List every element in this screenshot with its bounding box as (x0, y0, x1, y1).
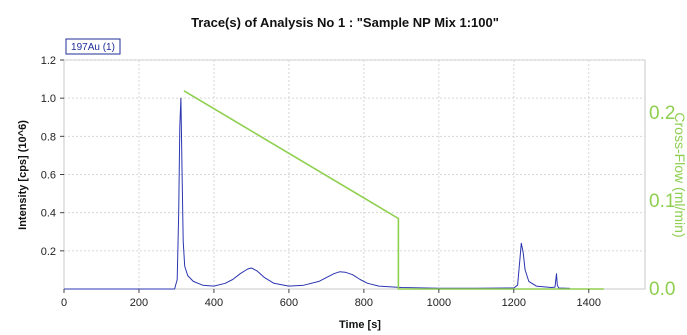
axis-ticks: 0 200 400 600 800 1000 1200 1400 0.2 0.4 0.6 0.8 1.0… (41, 55, 676, 309)
y2-tick-label: 0.0 (649, 279, 675, 300)
legend-label-197au: 197Au (1) (71, 42, 115, 53)
y-tick-label: 0.4 (41, 208, 56, 220)
data-marks (64, 90, 604, 290)
y-axis-title: Intensity [cps] (10^6) (17, 120, 29, 230)
y-tick-label: 0.2 (41, 246, 56, 258)
x-tick-label: 400 (205, 297, 223, 309)
chart-title: Trace(s) of Analysis No 1 : "Sample NP M… (191, 15, 499, 30)
legend-box[interactable] (65, 38, 121, 55)
y-tick-label: 0.8 (41, 131, 56, 143)
series-line-197au (64, 97, 571, 290)
x-tick-label: 1400 (577, 297, 601, 309)
y-tick-label: 0.6 (41, 170, 56, 182)
x-tick-label: 0 (61, 297, 67, 309)
legend[interactable]: 197Au (1) (65, 38, 121, 55)
x-tick-label: 800 (355, 297, 373, 309)
y-tick-label: 1.2 (41, 55, 56, 67)
x-tick-label: 600 (280, 297, 298, 309)
y-tick-label: 1.0 (41, 93, 56, 105)
grid (64, 59, 645, 289)
y2-tick-label: 0.2 (649, 103, 675, 124)
series-line-cross-flow (183, 90, 604, 290)
y2-axis-title: Cross-Flow (ml/min) (672, 112, 687, 237)
x-tick-label: 1200 (502, 297, 526, 309)
y2-tick-label: 0.1 (649, 191, 675, 212)
x-axis-title: Time [s] (339, 319, 381, 331)
x-tick-label: 200 (130, 297, 148, 309)
x-tick-label: 1000 (427, 297, 451, 309)
